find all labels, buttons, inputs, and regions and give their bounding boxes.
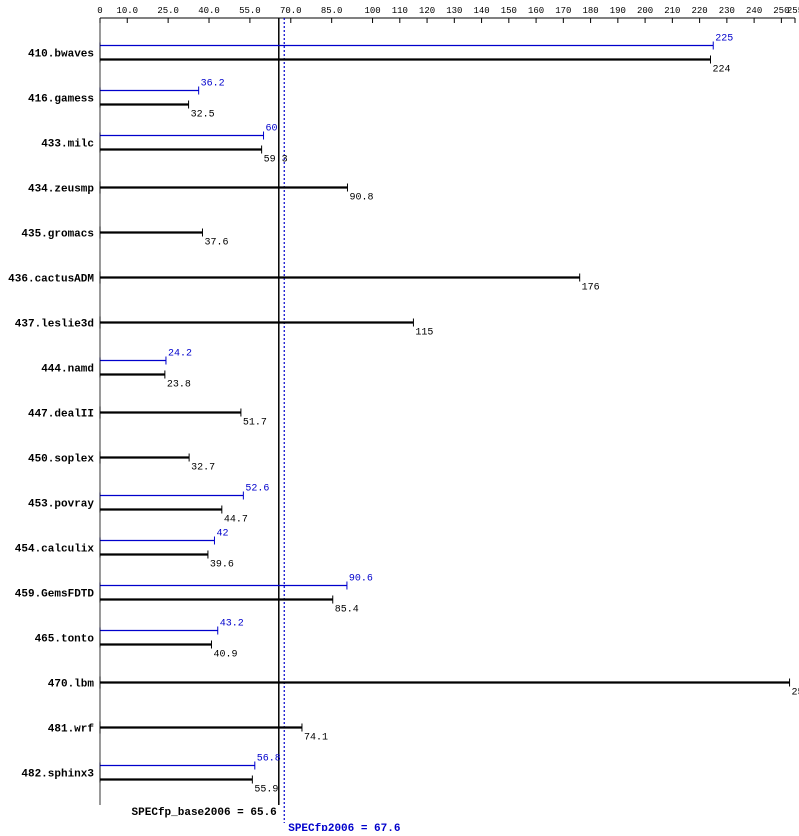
benchmark-label: 436.cactusADM (8, 274, 94, 286)
axis-tick-label: 120 (419, 6, 435, 16)
bar-value-label: 224 (713, 65, 731, 76)
axis-tick-label: 100 (364, 6, 380, 16)
benchmark-label: 444.namd (41, 364, 94, 376)
axis-tick-label: 160 (528, 6, 544, 16)
bar-value-label: 42 (216, 529, 228, 540)
axis-tick-label: 55.0 (239, 6, 261, 16)
bar-value-label: 60 (266, 124, 278, 135)
axis-tick-label: 110 (392, 6, 408, 16)
bar-value-label: 36.2 (201, 79, 225, 90)
bar-value-label: 176 (582, 283, 600, 294)
benchmark-label: 437.leslie3d (15, 319, 94, 331)
benchmark-label: 450.soplex (28, 454, 94, 466)
benchmark-label: 433.milc (41, 139, 94, 151)
axis-tick-label: 40.0 (198, 6, 220, 16)
bar-value-label: 32.5 (191, 110, 215, 121)
benchmark-label: 470.lbm (48, 679, 95, 691)
bar-value-label: 52.6 (245, 484, 269, 495)
axis-tick-label: 180 (582, 6, 598, 16)
axis-tick-label: 230 (719, 6, 735, 16)
axis-tick-label: 130 (446, 6, 462, 16)
spec-chart-container: 0 10.0 25.0 40.0 55.0 70.0 85.0 100 110 120 130 140… (0, 0, 799, 831)
benchmark-label: 482.sphinx3 (21, 769, 94, 781)
bar-value-label: 39.6 (210, 560, 234, 571)
bar-value-label: 43.2 (220, 619, 244, 630)
benchmark-label: 454.calculix (15, 544, 95, 556)
bar-value-label: 56.8 (257, 754, 281, 765)
axis-tick-label: 140 (473, 6, 489, 16)
bar-value-label: 90.6 (349, 574, 373, 585)
benchmark-label: 481.wrf (48, 724, 95, 736)
benchmark-label: 465.tonto (35, 634, 95, 646)
axis-tick-label: 220 (692, 6, 708, 16)
benchmark-label: 435.gromacs (21, 229, 94, 241)
bar-value-label: 40.9 (213, 650, 237, 661)
axis-tick-label: 255 (787, 6, 799, 16)
bar-value-label: 44.7 (224, 515, 248, 526)
benchmark-label: 459.GemsFDTD (15, 589, 95, 601)
bar-value-label: 90.8 (349, 193, 373, 204)
benchmark-label: 410.bwaves (28, 49, 94, 61)
bar-value-label: 225 (715, 34, 733, 45)
bar-value-label: 74.1 (304, 733, 328, 744)
bar-value-label: 51.7 (243, 418, 267, 429)
axis-tick-label: 170 (555, 6, 571, 16)
axis-tick-label: 190 (610, 6, 626, 16)
bar-value-label: 85.4 (335, 605, 359, 616)
benchmark-label: 453.povray (28, 499, 94, 511)
ref-label-base: SPECfp_base2006 = 65.6 (132, 807, 277, 819)
axis-tick-label: 85.0 (321, 6, 343, 16)
bar-value-label: 32.7 (191, 463, 215, 474)
bar-value-label: 55.9 (254, 785, 278, 796)
axis-tick-label: 240 (746, 6, 762, 16)
axis-tick-label: 25.0 (157, 6, 179, 16)
bar-value-label: 37.6 (204, 238, 228, 249)
axis-tick-label: 210 (664, 6, 680, 16)
ref-label-peak: SPECfp2006 = 67.6 (288, 823, 400, 831)
bar-value-label: 115 (415, 328, 433, 339)
axis-tick-label: 150 (501, 6, 517, 16)
bar-value-label: 253 (792, 688, 799, 699)
bar-value-label: 59.3 (264, 155, 288, 166)
bar-value-label: 23.8 (167, 380, 191, 391)
axis-tick-label: 10.0 (116, 6, 138, 16)
axis-tick-label: 0 (97, 6, 102, 16)
benchmark-label: 416.gamess (28, 94, 94, 106)
bar-value-label: 24.2 (168, 349, 192, 360)
benchmark-label: 434.zeusmp (28, 184, 94, 196)
axis-tick-label: 200 (637, 6, 653, 16)
axis-tick-label: 70.0 (280, 6, 302, 16)
benchmark-label: 447.dealII (28, 409, 94, 421)
spec-chart-svg: 0 10.0 25.0 40.0 55.0 70.0 85.0 100 110 120 130 140… (0, 0, 799, 831)
